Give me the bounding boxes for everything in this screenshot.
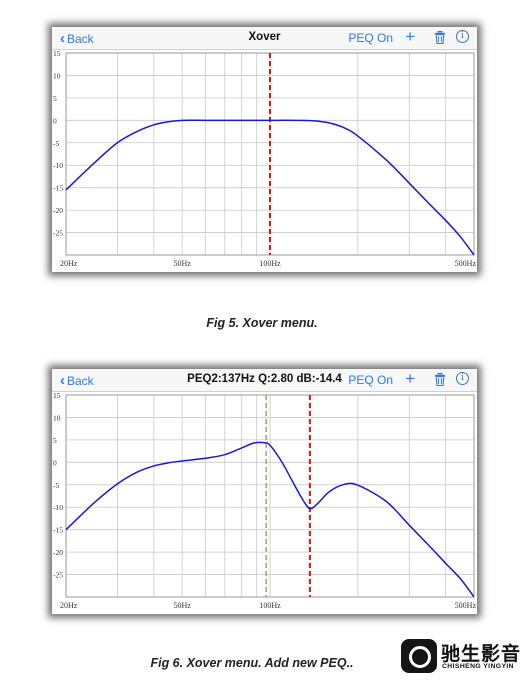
peq-on-button[interactable]: PEQ On [348, 373, 393, 387]
xover-screenshot-1: ‹ Back Xover PEQ On + i 15 10 5 0 -5 -10 -15 -20… [52, 27, 477, 272]
info-icon[interactable]: i [456, 372, 469, 385]
response-curve-line [65, 441, 475, 598]
logo-name: 驰生影音 [441, 644, 522, 665]
y-tick-label: 15 [53, 391, 61, 400]
navigation-bar: ‹ Back PEQ2:137Hz Q:2.80 dB:-14.4 PEQ On … [52, 369, 477, 392]
y-tick-label: 5 [53, 94, 57, 103]
y-tick-label: -5 [53, 139, 59, 148]
y-tick-label: -15 [53, 526, 63, 535]
x-tick-label: 20Hz [60, 601, 78, 610]
info-icon[interactable]: i [456, 30, 469, 43]
y-tick-label: -15 [53, 184, 63, 193]
screen-title: PEQ2:137Hz Q:2.80 dB:-14.4 [187, 373, 342, 385]
plus-icon[interactable]: + [405, 369, 415, 388]
frequency-response-chart: 15 10 5 0 -5 -10 -15 -20 -25 20Hz 50Hz 100Hz 500Hz [53, 49, 477, 268]
back-button[interactable]: ‹ Back [60, 372, 94, 389]
y-tick-label: 0 [53, 458, 57, 467]
y-tick-label: -10 [53, 503, 63, 512]
y-tick-label: -5 [53, 481, 59, 490]
chevron-left-icon: ‹ [60, 372, 65, 389]
navigation-bar: ‹ Back Xover PEQ On + i [52, 27, 477, 50]
y-tick-label: 0 [53, 116, 57, 125]
y-tick-label: -25 [53, 229, 63, 238]
logo-mark-icon [401, 639, 437, 673]
back-label: Back [67, 32, 94, 46]
peq-on-button[interactable]: PEQ On [348, 31, 393, 45]
x-tick-label: 100Hz [259, 259, 281, 268]
x-tick-label: 500Hz [455, 259, 477, 268]
screen-title: Xover [248, 31, 281, 43]
y-tick-label: -20 [53, 206, 63, 215]
x-tick-label: 50Hz [173, 601, 191, 610]
x-tick-label: 20Hz [60, 259, 78, 268]
xover-screenshot-2: ‹ Back PEQ2:137Hz Q:2.80 dB:-14.4 PEQ On … [52, 369, 477, 614]
plus-icon[interactable]: + [405, 27, 415, 46]
figure-caption: Fig 5. Xover menu. [206, 316, 318, 330]
back-button[interactable]: ‹ Back [60, 30, 94, 47]
y-tick-label: 10 [53, 413, 61, 422]
x-tick-label: 100Hz [259, 601, 281, 610]
y-tick-label: 5 [53, 436, 57, 445]
y-tick-label: -25 [53, 571, 63, 580]
trash-icon[interactable] [434, 373, 446, 389]
plot-frame [65, 394, 475, 598]
figure-caption: Fig 6. Xover menu. Add new PEQ.. [150, 656, 354, 670]
trash-icon[interactable] [434, 31, 446, 47]
watermark-logo: 驰生影音 CHISHENG YINGYIN [397, 637, 523, 675]
back-label: Back [67, 374, 94, 388]
logo-subtitle: CHISHENG YINGYIN [442, 663, 514, 670]
chevron-left-icon: ‹ [60, 30, 65, 47]
y-tick-label: -20 [53, 548, 63, 557]
response-curve-line [65, 119, 475, 256]
y-tick-label: 10 [53, 71, 61, 80]
frequency-response-chart: 15 10 5 0 -5 -10 -15 -20 -25 20Hz 50Hz 100Hz 500Hz [53, 391, 477, 610]
y-tick-label: 15 [53, 49, 61, 58]
x-tick-label: 50Hz [173, 259, 191, 268]
y-tick-label: -10 [53, 161, 63, 170]
x-tick-label: 500Hz [455, 601, 477, 610]
